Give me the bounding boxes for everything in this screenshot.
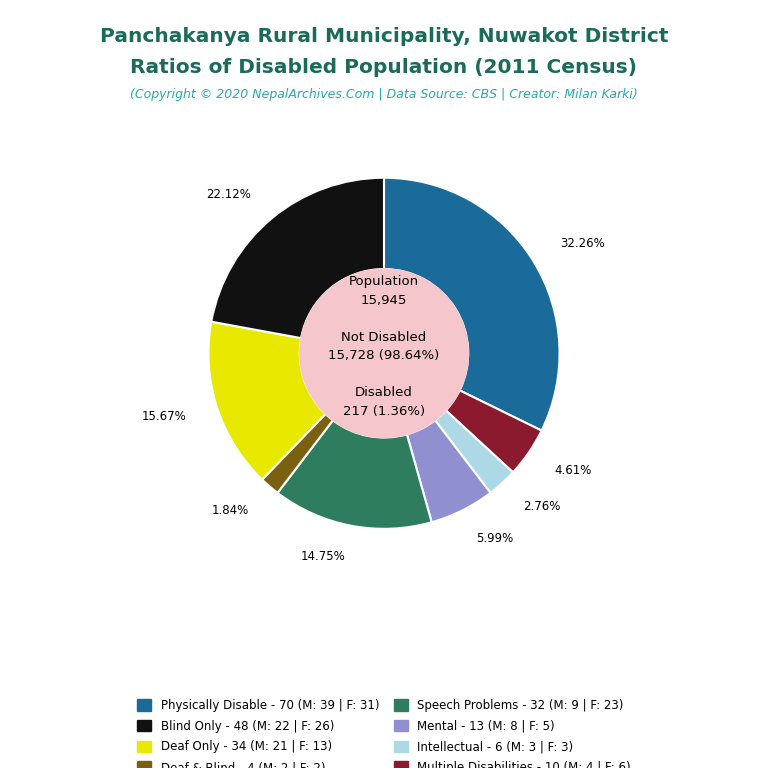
Text: 22.12%: 22.12% <box>207 187 251 200</box>
Wedge shape <box>407 420 491 522</box>
Wedge shape <box>446 390 541 472</box>
Text: Population
15,945

Not Disabled
15,728 (98.64%)

Disabled
217 (1.36%): Population 15,945 Not Disabled 15,728 (9… <box>329 275 439 418</box>
Text: 4.61%: 4.61% <box>554 464 592 477</box>
Text: (Copyright © 2020 NepalArchives.Com | Data Source: CBS | Creator: Milan Karki): (Copyright © 2020 NepalArchives.Com | Da… <box>130 88 638 101</box>
Text: 5.99%: 5.99% <box>477 532 514 545</box>
Wedge shape <box>211 177 384 338</box>
Wedge shape <box>262 414 333 493</box>
Text: 14.75%: 14.75% <box>300 550 346 563</box>
Wedge shape <box>384 177 560 431</box>
Circle shape <box>300 269 468 438</box>
Wedge shape <box>277 420 432 529</box>
Text: Ratios of Disabled Population (2011 Census): Ratios of Disabled Population (2011 Cens… <box>131 58 637 77</box>
Wedge shape <box>435 410 513 493</box>
Text: 2.76%: 2.76% <box>524 500 561 513</box>
Text: 1.84%: 1.84% <box>212 504 249 517</box>
Text: 32.26%: 32.26% <box>560 237 604 250</box>
Legend: Physically Disable - 70 (M: 39 | F: 31), Blind Only - 48 (M: 22 | F: 26), Deaf O: Physically Disable - 70 (M: 39 | F: 31),… <box>131 693 637 768</box>
Text: Panchakanya Rural Municipality, Nuwakot District: Panchakanya Rural Municipality, Nuwakot … <box>100 27 668 46</box>
Wedge shape <box>208 322 326 480</box>
Text: 15.67%: 15.67% <box>142 410 187 423</box>
